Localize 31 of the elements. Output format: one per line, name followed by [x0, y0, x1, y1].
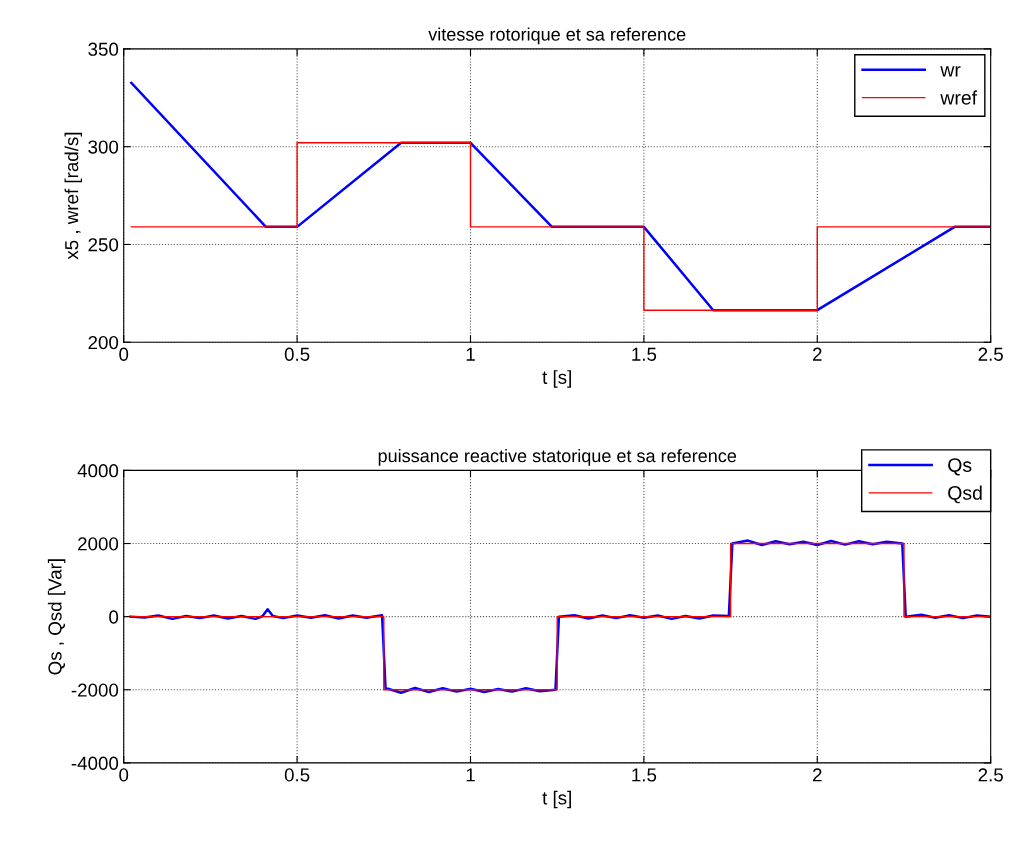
x-tick-label: 1: [466, 768, 475, 782]
x-tick-label: 2.5: [978, 347, 1003, 361]
y-tick-label: 0: [109, 610, 119, 624]
legend-label: Qs: [948, 458, 972, 476]
y-tick-label: 200: [88, 335, 119, 350]
x-tick-label: 1.5: [632, 768, 657, 782]
legend-label: Qsd: [948, 485, 982, 504]
x-tick-label: 2: [813, 347, 822, 361]
y-tick-label: -2000: [71, 683, 119, 697]
x-tick-label: 1: [466, 347, 475, 361]
chart-title: puissance reactive statorique et sa reference: [378, 448, 737, 466]
x-axis-title: t [s]: [542, 370, 571, 388]
x-tick-label: 0.5: [284, 768, 310, 782]
x-tick-label: 0.5: [284, 347, 310, 361]
legend-label: wref: [940, 90, 978, 105]
y-tick-label: 2000: [78, 537, 119, 551]
y-tick-label: 300: [88, 140, 119, 154]
y-tick-label: 4000: [77, 464, 119, 478]
x-tick-label: 2: [813, 768, 822, 782]
chart-title: vitesse rotorique et sa reference: [428, 27, 686, 45]
x-tick-label: 0: [119, 347, 129, 361]
x-tick-label: 2.5: [978, 768, 1003, 782]
y-tick-label: 250: [88, 238, 119, 252]
x-tick-label: 0: [119, 768, 129, 782]
y-axis-title: Qs , Qsd [Var]: [47, 559, 66, 675]
x-axis-title: t [s]: [542, 790, 571, 809]
x-tick-label: 1.5: [632, 347, 657, 361]
y-axis-title: x5 , wref [rad/s]: [64, 132, 83, 260]
y-tick-label: 350: [88, 42, 119, 56]
legend-label: wr: [940, 66, 961, 77]
y-tick-label: -4000: [71, 756, 119, 770]
